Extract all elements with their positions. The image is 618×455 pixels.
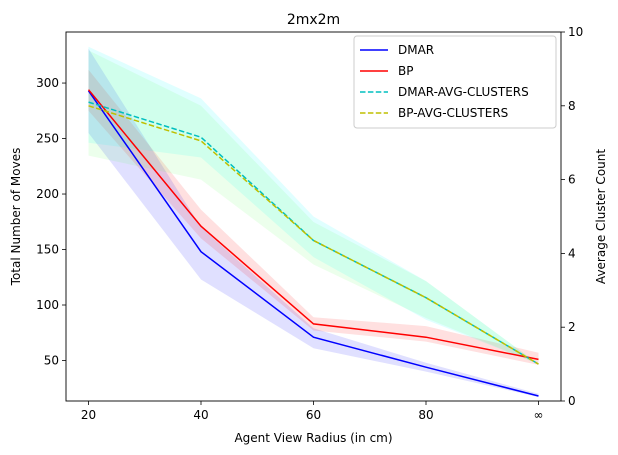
y2-tick-label: 4	[568, 246, 576, 260]
y2-tick-label: 8	[568, 99, 576, 113]
y2-tick-label: 0	[568, 394, 576, 408]
x-tick-label: 20	[81, 408, 96, 422]
y2-tick-label: 6	[568, 173, 576, 187]
y-tick-label: 50	[44, 353, 59, 367]
y2-axis-label: Average Cluster Count	[594, 149, 608, 284]
legend-frame	[353, 35, 557, 129]
legend-label: BP	[398, 64, 413, 78]
y-tick-label: 100	[36, 298, 59, 312]
line-bp-avg-clusters	[88, 105, 539, 365]
y-tick-label: 200	[36, 187, 59, 201]
band-dmar-avg-clusters	[88, 46, 539, 365]
line-bp	[87, 89, 539, 361]
y-axis-ticks: 50 100 150 200 250 300	[36, 76, 66, 367]
x-tick-label: 40	[193, 408, 208, 422]
y2-tick-label: 10	[568, 25, 583, 39]
y2-axis-ticks: 0 2 4 6 8 10	[561, 25, 583, 408]
y-axis-label: Total Number of Moves	[9, 148, 23, 287]
legend: DMAR BP DMAR-AVG-CLUSTERS BP-AVG-CLUSTERS	[353, 35, 557, 129]
y-tick-label: 300	[36, 76, 59, 90]
y-tick-label: 250	[36, 132, 59, 146]
line-dmar	[87, 90, 539, 397]
band-dmar	[88, 48, 539, 398]
x-axis-label: Agent View Radius (in cm)	[234, 431, 392, 445]
y2-tick-label: 2	[568, 320, 576, 334]
legend-label: DMAR-AVG-CLUSTERS	[398, 85, 529, 99]
chart-title: 2mx2m	[287, 12, 340, 28]
series-lines	[87, 89, 539, 397]
line-dmar-avg-clusters	[88, 101, 539, 365]
confidence-bands	[88, 46, 539, 398]
legend-label: BP-AVG-CLUSTERS	[398, 106, 508, 120]
x-tick-label: 60	[306, 408, 321, 422]
x-tick-label: ∞	[534, 408, 544, 422]
y-tick-label: 150	[36, 243, 59, 257]
legend-label: DMAR	[398, 43, 434, 57]
x-axis-ticks: 20 40 60 80 ∞	[81, 401, 544, 422]
x-tick-label: 80	[418, 408, 433, 422]
band-bp-avg-clusters	[88, 50, 539, 365]
